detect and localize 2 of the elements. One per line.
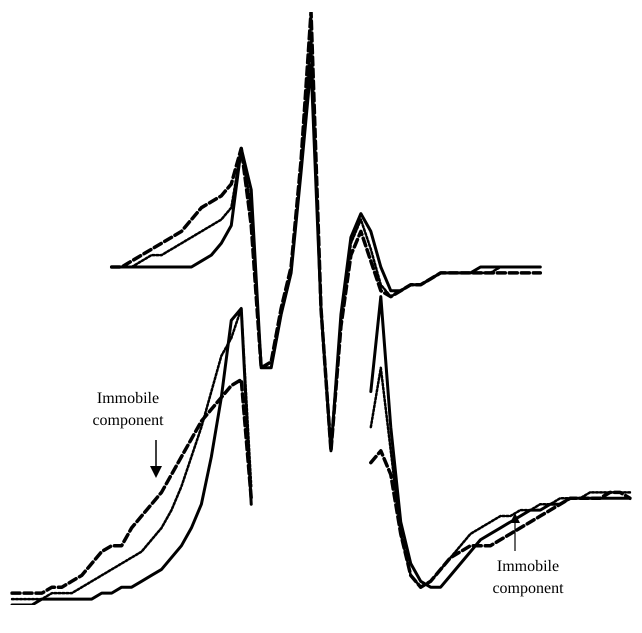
annotation: Immobile component [91,389,165,431]
annotation: Immobile component [491,557,565,599]
